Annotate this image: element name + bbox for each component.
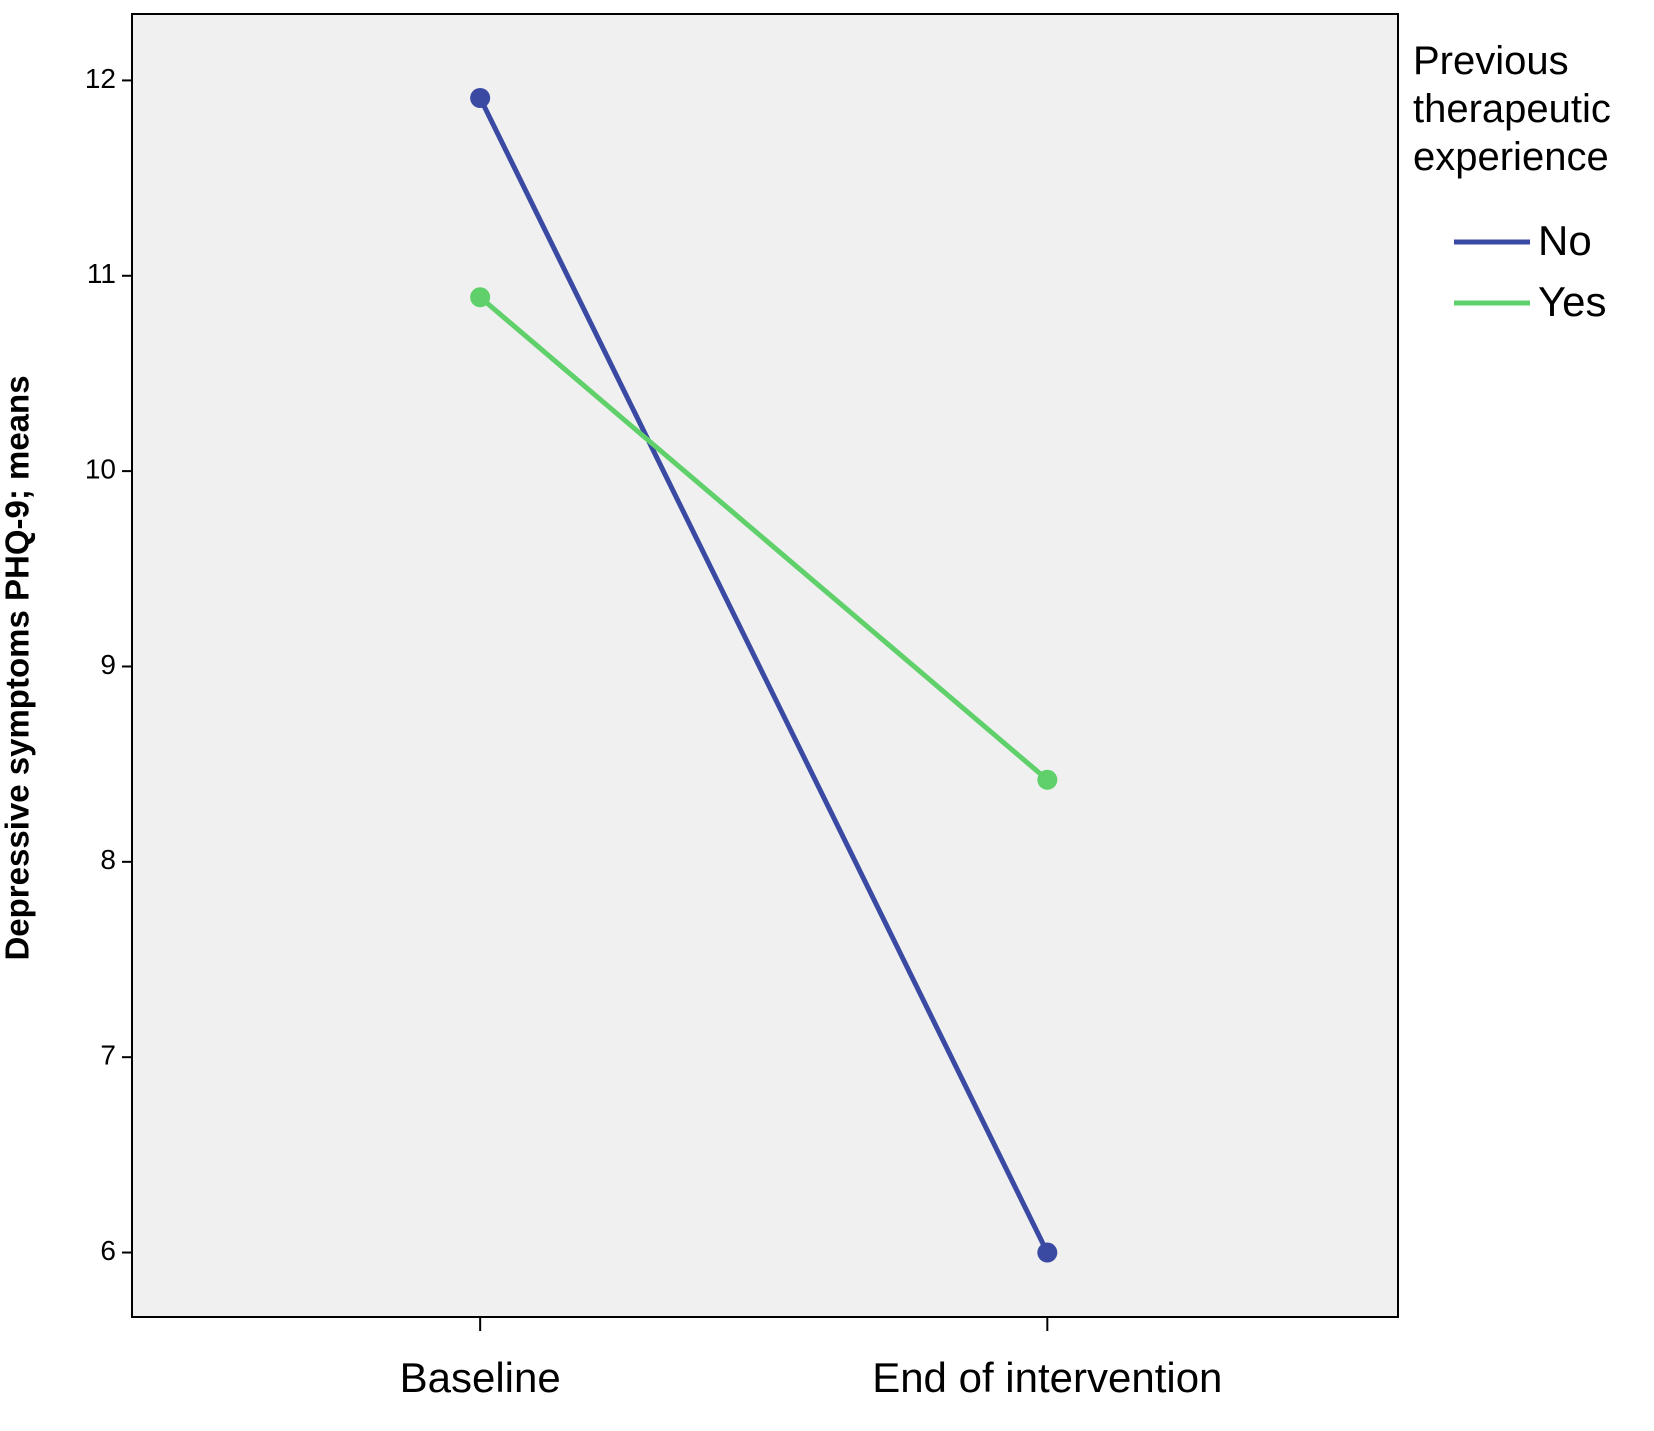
plot-area bbox=[131, 13, 1399, 1318]
legend-title: Previous therapeutic experience bbox=[1413, 39, 1611, 179]
x-tick-label: Baseline bbox=[400, 1354, 561, 1401]
y-tick-label: 10 bbox=[85, 454, 116, 485]
point bbox=[1037, 1242, 1058, 1263]
y-tick-label: 12 bbox=[85, 63, 116, 94]
series-line bbox=[478, 295, 1049, 782]
y-axis-label: Depressive symptoms PHQ-9; means bbox=[0, 375, 36, 960]
y-tick-label: 8 bbox=[100, 844, 116, 875]
legend-label: Yes bbox=[1538, 278, 1607, 325]
point bbox=[470, 287, 491, 308]
y-tick-label: 9 bbox=[100, 649, 116, 680]
y-tick-label: 7 bbox=[100, 1040, 116, 1071]
series-line bbox=[477, 96, 1050, 1254]
y-tick-label: 6 bbox=[100, 1235, 116, 1266]
point bbox=[1037, 769, 1058, 790]
point bbox=[470, 88, 491, 109]
x-tick-label: End of intervention bbox=[872, 1354, 1222, 1401]
legend-label: No bbox=[1538, 217, 1592, 264]
y-tick-label: 11 bbox=[87, 258, 116, 289]
